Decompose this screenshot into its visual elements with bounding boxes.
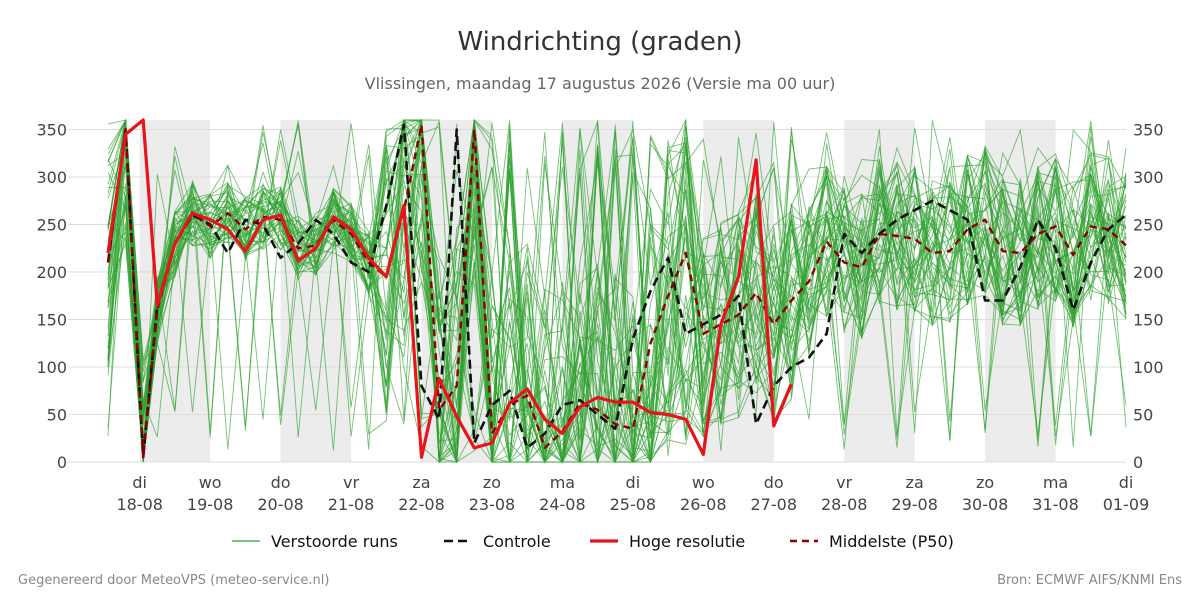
ensemble-runs (107, 118, 1127, 464)
legend-label-control: Controle (483, 532, 551, 551)
y-tick-right-200: 200 (1133, 263, 1164, 282)
x-tick-date-29-08: 29-08 (891, 495, 938, 514)
ensemble-run-20 (107, 118, 1127, 463)
x-tick-date-18-08: 18-08 (116, 495, 163, 514)
x-tick-day-20-08: do (271, 473, 291, 492)
ensemble-run-41 (107, 119, 1127, 463)
legend: Verstoorde runs Controle Hoge resolutie Mid… (232, 532, 954, 551)
x-tick-day-21-08: vr (343, 473, 359, 492)
y-tick-right-50: 50 (1133, 406, 1153, 425)
footer-generated-by: Gegenereerd door MeteoVPS (meteo-service… (18, 573, 329, 588)
x-tick-date-30-08: 30-08 (962, 495, 1009, 514)
y-tick-left-100: 100 (36, 358, 67, 377)
ensemble-run-37 (107, 119, 1127, 464)
x-axis: di 18-08 wo 19-08 do 20-08 vr 21-08 za 22-08 zo 23-… (116, 473, 1149, 514)
legend-label-median: Middelste (P50) (829, 532, 954, 551)
x-tick-day-22-08: za (412, 473, 430, 492)
x-tick-day-29-08: za (906, 473, 924, 492)
x-tick-day-26-08: wo (692, 473, 715, 492)
x-tick-date-23-08: 23-08 (469, 495, 516, 514)
x-tick-date-28-08: 28-08 (821, 495, 868, 514)
y-tick-right-300: 300 (1133, 168, 1164, 187)
series-high-res (106, 118, 793, 459)
y-tick-left-200: 200 (36, 263, 67, 282)
x-tick-date-22-08: 22-08 (398, 495, 445, 514)
x-tick-date-25-08: 25-08 (610, 495, 657, 514)
x-tick-day-24-08: ma (550, 473, 575, 492)
x-tick-day-19-08: wo (199, 473, 222, 492)
y-tick-left-150: 150 (36, 311, 67, 330)
x-tick-date-24-08: 24-08 (539, 495, 586, 514)
y-tick-left-350: 350 (36, 121, 67, 140)
y-tick-right-0: 0 (1133, 453, 1143, 472)
ensemble-run-45 (107, 141, 1127, 463)
x-tick-day-30-08: zo (976, 473, 994, 492)
y-axis-left: 0 50 100 150 200 250 300 350 (36, 121, 67, 473)
x-tick-date-27-08: 27-08 (751, 495, 798, 514)
ensemble-run-49 (107, 122, 1127, 464)
ensemble-run-50 (107, 119, 1127, 464)
y-tick-left-300: 300 (36, 168, 67, 187)
x-tick-date-21-08: 21-08 (328, 495, 375, 514)
x-tick-date-31-08: 31-08 (1032, 495, 1079, 514)
x-tick-day-18-08: di (132, 473, 147, 492)
series-median (106, 123, 1127, 459)
ensemble-run-43 (107, 118, 1127, 464)
y-tick-right-350: 350 (1133, 121, 1164, 140)
shaded-band-1 (280, 120, 352, 462)
y-tick-right-150: 150 (1133, 311, 1164, 330)
ensemble-run-32 (107, 119, 1127, 463)
x-tick-day-25-08: di (626, 473, 641, 492)
legend-label-ensemble: Verstoorde runs (271, 532, 398, 551)
ensemble-run-48 (107, 136, 1127, 463)
y-tick-left-50: 50 (47, 406, 67, 425)
x-tick-date-20-08: 20-08 (257, 495, 304, 514)
x-tick-date-26-08: 26-08 (680, 495, 727, 514)
chart-title: Windrichting (graden) (457, 27, 742, 57)
y-tick-left-250: 250 (36, 216, 67, 235)
series-control (106, 123, 1127, 459)
x-tick-day-28-08: vr (836, 473, 852, 492)
y-tick-right-100: 100 (1133, 358, 1164, 377)
x-tick-day-01-09: di (1119, 473, 1134, 492)
ensemble-run-42 (107, 119, 1127, 463)
main-series (106, 118, 1127, 459)
x-tick-date-01-09: 01-09 (1103, 495, 1150, 514)
footer-source: Bron: ECMWF AIFS/KNMI Ens (997, 573, 1182, 588)
x-tick-date-19-08: 19-08 (187, 495, 234, 514)
x-tick-day-27-08: do (764, 473, 784, 492)
y-tick-right-250: 250 (1133, 216, 1164, 235)
ensemble-run-28 (107, 119, 1127, 463)
chart-subtitle: Vlissingen, maandag 17 augustus 2026 (Ve… (365, 74, 836, 93)
x-tick-day-23-08: zo (483, 473, 501, 492)
y-tick-left-0: 0 (57, 453, 67, 472)
y-axis-right: 0 50 100 150 200 250 300 350 (1133, 121, 1164, 473)
legend-label-high-res: Hoge resolutie (629, 532, 745, 551)
x-tick-day-31-08: ma (1043, 473, 1068, 492)
